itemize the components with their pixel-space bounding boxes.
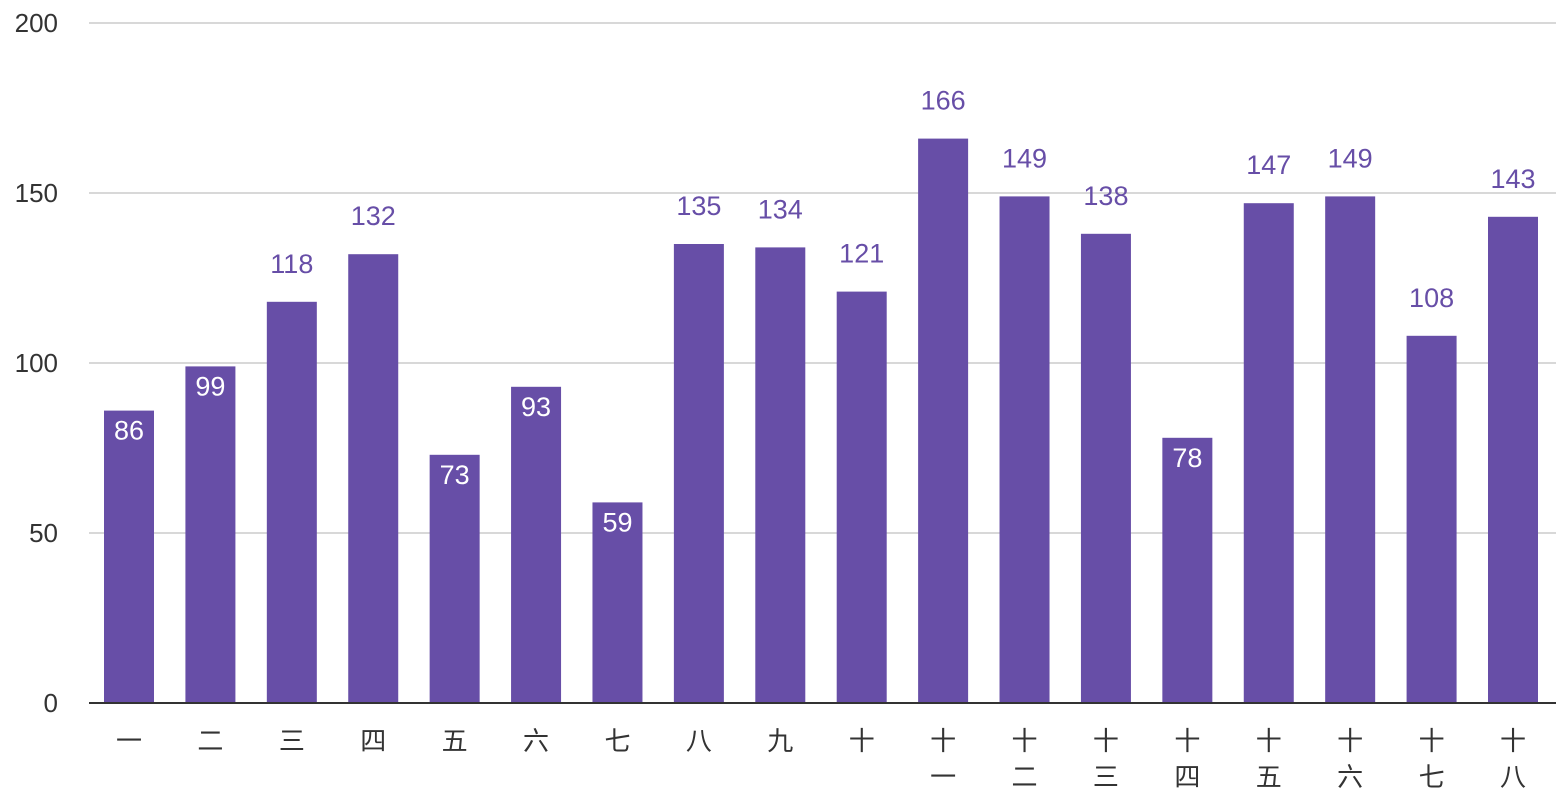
data-label: 134 bbox=[758, 194, 803, 224]
x-tick-label: 十五 bbox=[1256, 726, 1282, 792]
bar bbox=[511, 386, 562, 703]
x-tick-label: 十 bbox=[849, 726, 875, 756]
x-tick-label: 十八 bbox=[1500, 726, 1526, 792]
data-label: 73 bbox=[440, 460, 470, 490]
y-tick-label: 100 bbox=[15, 348, 58, 378]
data-labels: 86 99 118 132 73 93 59 135 134 121 166 149 138 78 147 1… bbox=[114, 86, 1536, 538]
x-tick-label: 十七 bbox=[1419, 726, 1445, 792]
gridlines bbox=[89, 22, 1556, 534]
bar bbox=[104, 410, 154, 703]
x-tick-label: 十四 bbox=[1174, 726, 1200, 792]
bar bbox=[836, 291, 887, 703]
data-label: 138 bbox=[1083, 181, 1128, 211]
bar bbox=[1325, 196, 1376, 703]
bar bbox=[1406, 335, 1457, 703]
bar bbox=[348, 254, 399, 703]
data-label: 143 bbox=[1490, 164, 1535, 194]
bar bbox=[1162, 437, 1213, 703]
data-label: 59 bbox=[602, 507, 632, 537]
x-tick-label: 五 bbox=[442, 726, 468, 756]
data-label: 78 bbox=[1172, 443, 1202, 473]
data-label: 118 bbox=[270, 249, 313, 279]
bar bbox=[185, 366, 236, 703]
bar bbox=[918, 138, 969, 704]
data-label: 121 bbox=[839, 239, 884, 269]
bar bbox=[1080, 233, 1131, 704]
data-label: 132 bbox=[351, 201, 396, 231]
x-tick-label: 六 bbox=[523, 726, 549, 756]
y-tick-label: 0 bbox=[44, 688, 58, 718]
data-label: 147 bbox=[1246, 150, 1291, 180]
x-tick-label: 一 bbox=[116, 726, 142, 756]
bar bbox=[999, 196, 1050, 703]
x-tick-label: 四 bbox=[360, 726, 386, 756]
x-tick-label: 十二 bbox=[1012, 726, 1038, 792]
bar bbox=[429, 454, 480, 703]
x-tick-label: 八 bbox=[686, 726, 712, 756]
data-label: 86 bbox=[114, 416, 144, 446]
x-tick-label: 十六 bbox=[1337, 726, 1363, 792]
bar bbox=[673, 244, 724, 703]
x-tick-label: 七 bbox=[604, 726, 630, 756]
bar bbox=[266, 301, 317, 703]
x-tick-label: 十一 bbox=[930, 726, 956, 792]
data-label: 149 bbox=[1328, 143, 1373, 173]
data-label: 135 bbox=[676, 191, 721, 221]
y-tick-label: 50 bbox=[29, 518, 58, 548]
y-tick-label: 200 bbox=[15, 8, 58, 38]
bar bbox=[1488, 216, 1538, 704]
data-label: 93 bbox=[521, 392, 551, 422]
data-label: 99 bbox=[195, 371, 225, 401]
x-tick-label: 三 bbox=[279, 726, 305, 756]
bars bbox=[104, 138, 1538, 704]
bar bbox=[1243, 203, 1294, 703]
y-axis-ticks: 0 50 100 150 200 bbox=[15, 8, 58, 718]
bar bbox=[755, 247, 806, 703]
data-label: 149 bbox=[1002, 143, 1047, 173]
x-tick-label: 二 bbox=[197, 726, 223, 756]
y-tick-label: 150 bbox=[15, 178, 58, 208]
bar bbox=[592, 502, 643, 703]
data-label: 108 bbox=[1409, 283, 1454, 313]
x-tick-label: 十三 bbox=[1093, 726, 1119, 792]
x-tick-label: 九 bbox=[767, 726, 793, 756]
data-label: 166 bbox=[921, 86, 966, 116]
